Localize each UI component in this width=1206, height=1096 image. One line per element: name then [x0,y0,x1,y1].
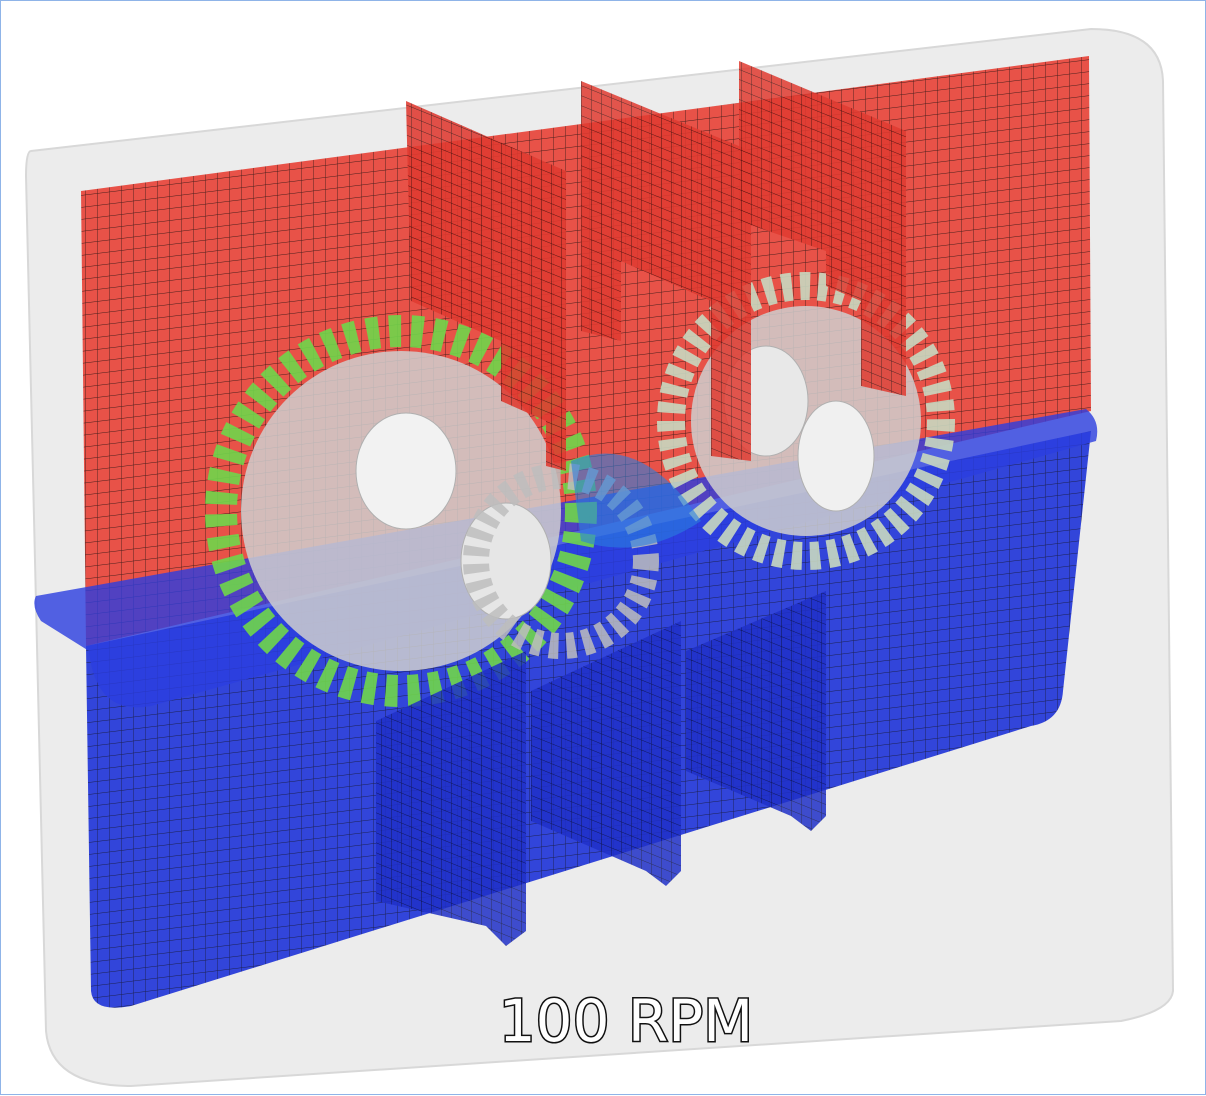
render: 100 RPM [1,1,1206,1096]
speed-caption: 100 RPM [499,987,753,1055]
viewport: 100 RPM [0,0,1206,1095]
